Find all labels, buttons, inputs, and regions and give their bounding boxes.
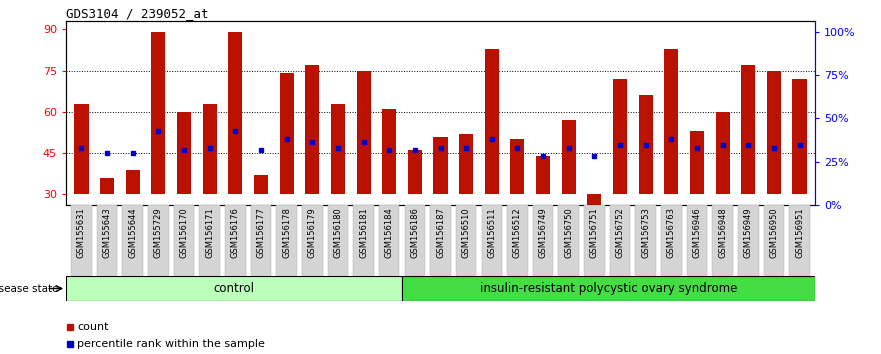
FancyBboxPatch shape	[482, 205, 502, 276]
Bar	[100, 178, 115, 194]
Bar	[66, 276, 402, 301]
Bar	[331, 104, 345, 194]
Bar	[408, 150, 422, 194]
FancyBboxPatch shape	[379, 205, 399, 276]
Bar	[357, 71, 371, 194]
Text: GSM156763: GSM156763	[667, 207, 676, 258]
Bar	[459, 134, 473, 194]
FancyBboxPatch shape	[97, 205, 117, 276]
FancyBboxPatch shape	[328, 205, 348, 276]
Text: GSM156951: GSM156951	[795, 207, 804, 258]
FancyBboxPatch shape	[174, 205, 195, 276]
Bar	[741, 65, 755, 194]
Text: GSM156751: GSM156751	[590, 207, 599, 258]
FancyBboxPatch shape	[584, 205, 604, 276]
Bar	[254, 175, 268, 194]
Bar	[433, 137, 448, 194]
Text: GSM156753: GSM156753	[641, 207, 650, 258]
Bar	[664, 49, 678, 194]
FancyBboxPatch shape	[635, 205, 656, 276]
Bar	[485, 49, 499, 194]
Bar	[279, 73, 293, 194]
FancyBboxPatch shape	[738, 205, 759, 276]
Text: GSM156184: GSM156184	[385, 207, 394, 258]
Bar	[588, 194, 602, 205]
FancyBboxPatch shape	[302, 205, 322, 276]
FancyBboxPatch shape	[507, 205, 528, 276]
Bar	[203, 104, 217, 194]
Text: GSM156950: GSM156950	[769, 207, 779, 258]
Text: percentile rank within the sample: percentile rank within the sample	[78, 339, 265, 349]
Bar	[74, 104, 88, 194]
FancyBboxPatch shape	[199, 205, 220, 276]
Text: control: control	[213, 282, 255, 295]
Text: GSM156187: GSM156187	[436, 207, 445, 258]
FancyBboxPatch shape	[277, 205, 297, 276]
Text: GSM156510: GSM156510	[462, 207, 470, 258]
Text: GSM156177: GSM156177	[256, 207, 265, 258]
Text: GSM156179: GSM156179	[307, 207, 317, 258]
Text: disease state: disease state	[0, 284, 62, 293]
Text: GSM155644: GSM155644	[129, 207, 137, 258]
Text: GSM156176: GSM156176	[231, 207, 240, 258]
Bar	[690, 131, 704, 194]
FancyBboxPatch shape	[559, 205, 579, 276]
Text: GSM156749: GSM156749	[538, 207, 548, 258]
Bar	[536, 156, 550, 194]
Bar	[793, 79, 807, 194]
Text: GSM156946: GSM156946	[692, 207, 701, 258]
Text: GSM156752: GSM156752	[616, 207, 625, 258]
Text: GDS3104 / 239052_at: GDS3104 / 239052_at	[66, 7, 209, 20]
Bar	[305, 65, 319, 194]
Bar	[639, 96, 653, 194]
FancyBboxPatch shape	[353, 205, 374, 276]
Text: GSM155729: GSM155729	[154, 207, 163, 258]
Text: GSM156948: GSM156948	[718, 207, 727, 258]
Bar	[510, 139, 524, 194]
FancyBboxPatch shape	[789, 205, 810, 276]
Text: GSM155631: GSM155631	[77, 207, 86, 258]
Text: GSM156170: GSM156170	[180, 207, 189, 258]
Text: GSM156512: GSM156512	[513, 207, 522, 258]
Text: GSM155643: GSM155643	[102, 207, 112, 258]
Text: GSM156180: GSM156180	[333, 207, 343, 258]
FancyBboxPatch shape	[148, 205, 168, 276]
Text: GSM156750: GSM156750	[564, 207, 574, 258]
Bar	[126, 170, 140, 194]
Bar	[715, 112, 729, 194]
Bar	[766, 71, 781, 194]
Bar	[402, 276, 815, 301]
FancyBboxPatch shape	[430, 205, 451, 276]
FancyBboxPatch shape	[404, 205, 426, 276]
Text: GSM156186: GSM156186	[411, 207, 419, 258]
FancyBboxPatch shape	[713, 205, 733, 276]
FancyBboxPatch shape	[122, 205, 143, 276]
FancyBboxPatch shape	[686, 205, 707, 276]
Bar	[228, 32, 242, 194]
Bar	[177, 112, 191, 194]
Text: GSM156178: GSM156178	[282, 207, 291, 258]
Text: insulin-resistant polycystic ovary syndrome: insulin-resistant polycystic ovary syndr…	[479, 282, 737, 295]
Text: count: count	[78, 321, 108, 332]
Bar	[562, 120, 576, 194]
Text: GSM156949: GSM156949	[744, 207, 752, 258]
Bar	[382, 109, 396, 194]
FancyBboxPatch shape	[764, 205, 784, 276]
Text: GSM156171: GSM156171	[205, 207, 214, 258]
FancyBboxPatch shape	[455, 205, 477, 276]
FancyBboxPatch shape	[71, 205, 92, 276]
FancyBboxPatch shape	[610, 205, 630, 276]
FancyBboxPatch shape	[533, 205, 553, 276]
Text: GSM156181: GSM156181	[359, 207, 368, 258]
Bar	[152, 32, 166, 194]
Bar	[613, 79, 627, 194]
FancyBboxPatch shape	[225, 205, 246, 276]
FancyBboxPatch shape	[661, 205, 682, 276]
Text: GSM156511: GSM156511	[487, 207, 496, 258]
FancyBboxPatch shape	[251, 205, 271, 276]
